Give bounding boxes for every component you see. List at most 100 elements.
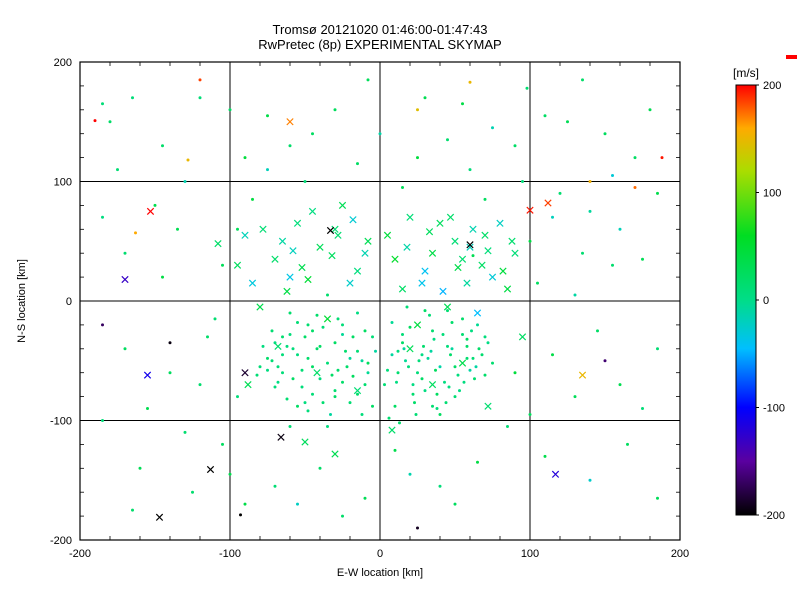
- data-point-dot: [483, 335, 487, 339]
- data-point-dot: [596, 329, 599, 333]
- y-tick-label: 100: [54, 177, 72, 189]
- data-point-x: [286, 273, 294, 281]
- data-point-x: [346, 279, 354, 287]
- data-point-dot: [423, 389, 427, 393]
- data-point-dot: [311, 392, 314, 396]
- data-point-dot: [401, 186, 404, 189]
- data-point-x: [428, 380, 437, 389]
- data-point-x: [391, 255, 399, 263]
- data-point-dot: [303, 180, 307, 183]
- data-point-dot: [363, 496, 367, 500]
- data-point-dot: [423, 309, 427, 313]
- data-point-dot: [446, 309, 449, 313]
- data-point-x: [326, 226, 335, 235]
- data-point-dot: [470, 329, 473, 333]
- data-point-dot: [366, 78, 370, 82]
- data-point-dot: [603, 132, 607, 136]
- data-point-x: [353, 267, 362, 275]
- data-point-dot: [551, 215, 554, 219]
- data-point-dot: [285, 344, 289, 348]
- data-point-dot: [273, 484, 277, 488]
- x-tick-label: 200: [671, 548, 689, 560]
- data-point-x: [293, 219, 302, 227]
- data-point-dot: [618, 227, 622, 231]
- data-point-dot: [198, 383, 202, 387]
- data-point-x: [313, 369, 321, 377]
- data-point-x: [308, 207, 317, 216]
- data-point-x: [248, 279, 257, 287]
- data-point-dot: [176, 227, 179, 231]
- data-point-dot: [468, 80, 472, 84]
- data-point-dot: [356, 349, 359, 353]
- data-point-dot: [491, 126, 494, 130]
- data-point-x: [551, 470, 560, 478]
- data-point-dot: [101, 102, 104, 106]
- data-point-x: [446, 213, 455, 221]
- data-point-dot: [300, 385, 304, 389]
- data-point-x: [466, 241, 474, 249]
- tick-labels: -200 -100 0 100 200 -200 -100 0 100 200: [50, 57, 689, 560]
- data-point-x: [463, 279, 471, 287]
- data-point-dot: [558, 191, 562, 195]
- data-point-dot: [336, 317, 340, 321]
- data-point-dot: [213, 317, 217, 321]
- data-point-dot: [270, 359, 274, 363]
- data-point-dot: [123, 251, 127, 255]
- data-point-x: [283, 287, 291, 296]
- colorbar-tick-label: -200: [763, 510, 785, 522]
- data-point-dot: [450, 347, 454, 351]
- data-point-dot: [206, 335, 209, 339]
- data-point-dot: [446, 344, 449, 348]
- data-point-x: [304, 275, 312, 284]
- data-point-dot: [483, 197, 487, 201]
- data-point-dot: [411, 383, 415, 387]
- data-point-dot: [333, 389, 337, 393]
- colorbar-max-marker: [786, 55, 797, 59]
- data-point-dot: [321, 401, 325, 405]
- data-point-dot: [420, 377, 424, 381]
- data-point-dot: [588, 478, 592, 482]
- data-point-x: [454, 263, 462, 272]
- data-point-dot: [396, 371, 400, 375]
- data-point-dot: [255, 373, 259, 377]
- data-point-dot: [471, 356, 475, 360]
- data-point-x: [328, 251, 336, 260]
- data-point-dot: [285, 397, 289, 401]
- data-point-x: [518, 333, 527, 341]
- data-point-dot: [138, 466, 142, 470]
- data-point-x: [439, 287, 447, 296]
- data-point-dot: [428, 313, 431, 317]
- data-point-dot: [315, 313, 319, 317]
- data-point-dot: [462, 380, 466, 384]
- data-point-dot: [371, 404, 374, 408]
- data-point-x: [503, 285, 512, 293]
- data-point-x: [338, 201, 347, 210]
- data-point-x: [458, 359, 467, 367]
- data-point-dot: [386, 368, 389, 372]
- data-point-dot: [336, 368, 340, 372]
- data-point-dot: [281, 335, 284, 339]
- data-point-x: [244, 380, 252, 389]
- data-point-dot: [633, 186, 637, 189]
- data-point-dot: [318, 377, 322, 381]
- colorbar-units-label: [m/s]: [733, 66, 759, 80]
- data-point-dot: [423, 96, 427, 100]
- data-point-dot: [660, 156, 664, 160]
- data-point-dot: [276, 365, 280, 369]
- data-point-dot: [306, 409, 310, 413]
- data-point-dot: [306, 356, 310, 360]
- data-point-dot: [453, 502, 457, 506]
- data-point-dot: [131, 508, 134, 512]
- data-point-dot: [420, 353, 424, 357]
- data-point-dot: [378, 132, 382, 136]
- data-point-x: [256, 303, 264, 311]
- data-point-dot: [387, 416, 391, 420]
- data-point-dot: [411, 392, 415, 396]
- data-point-dot: [422, 344, 425, 348]
- data-point-dot: [318, 466, 322, 470]
- data-point-dot: [543, 454, 547, 458]
- data-point-dot: [273, 385, 277, 389]
- data-point-dot: [461, 333, 464, 336]
- data-point-dot: [243, 156, 247, 160]
